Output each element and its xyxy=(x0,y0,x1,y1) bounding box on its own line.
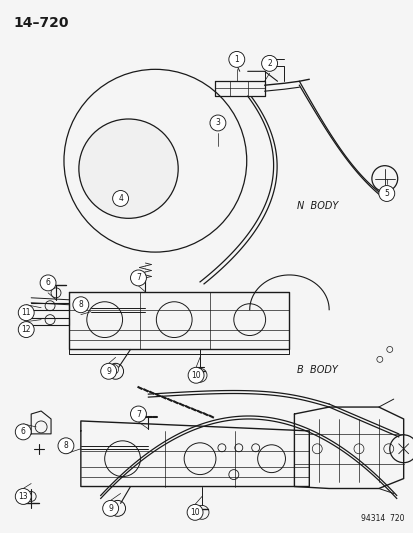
Circle shape xyxy=(18,321,34,337)
Text: 94314  720: 94314 720 xyxy=(360,514,404,523)
Text: 2: 2 xyxy=(266,59,271,68)
Text: 8: 8 xyxy=(64,441,68,450)
Circle shape xyxy=(102,500,118,516)
Text: 6: 6 xyxy=(21,427,26,437)
Text: 11: 11 xyxy=(21,308,31,317)
Circle shape xyxy=(187,504,202,520)
Circle shape xyxy=(78,119,178,219)
Text: 6: 6 xyxy=(45,278,50,287)
Circle shape xyxy=(209,115,225,131)
Text: 10: 10 xyxy=(191,371,200,380)
Text: 7: 7 xyxy=(136,409,140,418)
Circle shape xyxy=(188,367,204,383)
Circle shape xyxy=(15,424,31,440)
Circle shape xyxy=(73,297,88,313)
Text: 10: 10 xyxy=(190,508,199,517)
Text: 9: 9 xyxy=(106,367,111,376)
Text: 13: 13 xyxy=(19,492,28,501)
Text: 14–720: 14–720 xyxy=(13,15,69,30)
Circle shape xyxy=(130,270,146,286)
Text: 8: 8 xyxy=(78,300,83,309)
Circle shape xyxy=(378,185,394,201)
Circle shape xyxy=(40,275,56,291)
Text: 1: 1 xyxy=(234,55,239,64)
Text: 5: 5 xyxy=(383,189,388,198)
Text: 4: 4 xyxy=(118,194,123,203)
Circle shape xyxy=(15,489,31,504)
Text: B  BODY: B BODY xyxy=(297,365,337,375)
Text: 9: 9 xyxy=(108,504,113,513)
Circle shape xyxy=(112,190,128,206)
Text: 3: 3 xyxy=(215,118,220,127)
Text: 12: 12 xyxy=(21,325,31,334)
Circle shape xyxy=(58,438,74,454)
Circle shape xyxy=(18,305,34,321)
Circle shape xyxy=(100,364,116,379)
Circle shape xyxy=(261,55,277,71)
Circle shape xyxy=(228,52,244,67)
Circle shape xyxy=(130,406,146,422)
Text: 7: 7 xyxy=(136,273,140,282)
Text: N  BODY: N BODY xyxy=(297,200,338,211)
